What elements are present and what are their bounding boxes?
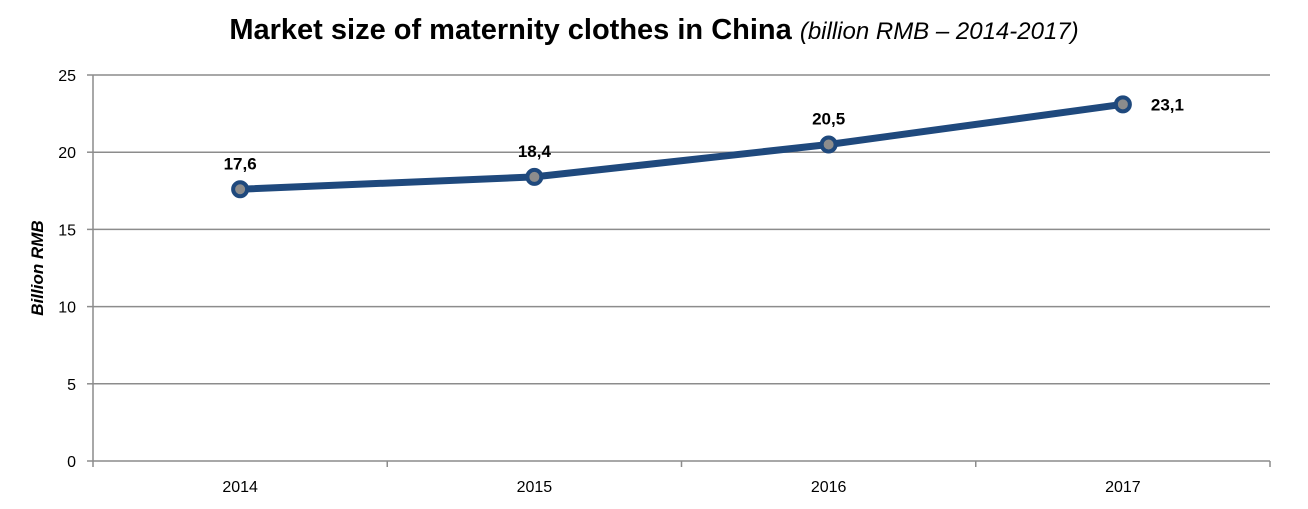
y-tick-label: 5 bbox=[67, 377, 76, 394]
series-line bbox=[239, 100, 1124, 193]
y-tick-label: 25 bbox=[58, 68, 76, 85]
y-tick-label: 0 bbox=[67, 454, 76, 471]
data-label: 17,6 bbox=[224, 154, 257, 173]
data-label: 18,4 bbox=[518, 142, 552, 161]
data-label: 20,5 bbox=[812, 109, 845, 128]
data-label: 23,1 bbox=[1151, 95, 1184, 114]
x-tick-label: 2014 bbox=[222, 479, 258, 496]
chart-subtitle: (billion RMB – 2014-2017) bbox=[799, 18, 1079, 45]
y-tick-label: 15 bbox=[58, 222, 76, 239]
x-tick-label: 2017 bbox=[1105, 479, 1141, 496]
data-point bbox=[1113, 95, 1132, 114]
data-point bbox=[525, 167, 544, 186]
y-tick-label: 20 bbox=[58, 145, 76, 162]
x-tick-label: 2015 bbox=[517, 479, 553, 496]
y-tick-label: 10 bbox=[58, 300, 76, 317]
y-axis-label: Billion RMB bbox=[28, 220, 47, 315]
chart-title-text: Market size of maternity clothes in Chin… bbox=[229, 14, 792, 46]
chart-title: Market size of maternity clothes in Chin… bbox=[0, 14, 1308, 47]
x-tick-label: 2016 bbox=[811, 479, 847, 496]
data-point bbox=[231, 180, 250, 199]
data-point bbox=[819, 135, 838, 154]
